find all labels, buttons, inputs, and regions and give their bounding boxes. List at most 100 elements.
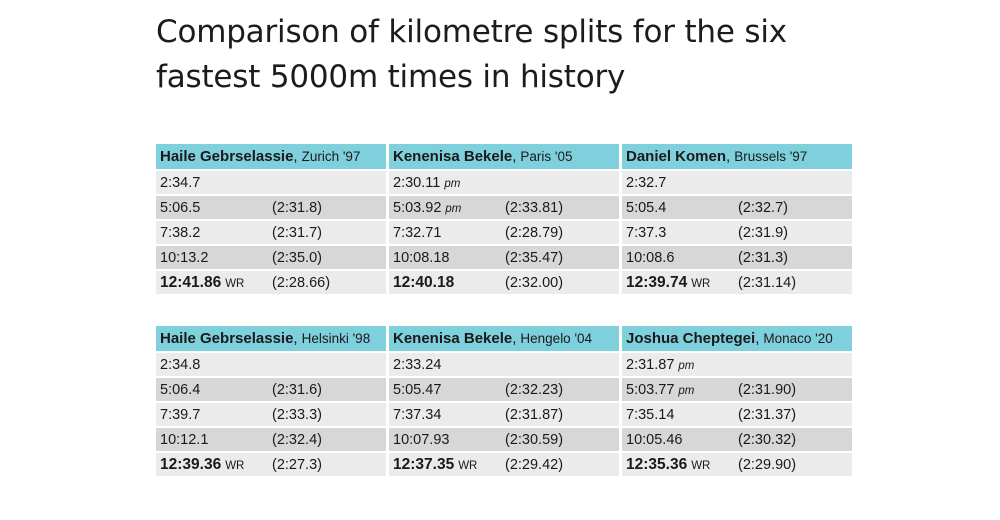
cumulative-time-cell: 2:33.24 (393, 357, 505, 373)
world-record-mark: WR (691, 459, 711, 472)
athlete-header: Haile Gebrselassie, Zurich '97 (156, 144, 386, 169)
split-row: 12:39.36 WR (2:27.3) (156, 453, 386, 476)
km-split: (2:31.8) (272, 199, 322, 216)
pacemaker-mark: pm (678, 384, 695, 397)
athlete-header: Daniel Komen, Brussels '97 (622, 144, 852, 169)
cumulative-time: 5:06.5 (160, 199, 201, 216)
km-split: (2:27.3) (272, 456, 322, 473)
split-row: 2:32.7 (622, 171, 852, 194)
header-separator: , (755, 330, 760, 347)
world-record-mark: WR (691, 277, 711, 290)
cumulative-time-cell: 7:35.14 (626, 407, 738, 423)
split-row: 7:35.14 (2:31.37) (622, 403, 852, 426)
cumulative-time-cell: 2:34.7 (160, 175, 272, 191)
header-separator: , (512, 330, 517, 347)
split-row: 2:30.11 pm (389, 171, 619, 194)
race-label: Zurich '97 (301, 149, 361, 164)
athlete-column: Haile Gebrselassie, Zurich '97 2:34.7 5:06.… (156, 144, 386, 294)
cumulative-time: 5:05.4 (626, 199, 667, 216)
cumulative-time-cell: 2:30.11 pm (393, 175, 505, 191)
split-row: 5:03.92 pm (2:33.81) (389, 196, 619, 219)
cumulative-time: 12:35.36 (626, 455, 688, 473)
cumulative-time-cell: 7:37.3 (626, 225, 738, 241)
split-row: 5:05.4 (2:32.7) (622, 196, 852, 219)
athlete-name: Daniel Komen (626, 148, 727, 165)
cumulative-time-cell: 2:32.7 (626, 175, 738, 191)
cumulative-time: 10:05.46 (626, 431, 683, 448)
cumulative-time: 5:03.77 (626, 381, 675, 398)
race-label: Monaco '20 (763, 331, 833, 346)
cumulative-time-cell: 5:03.77 pm (626, 382, 738, 398)
cumulative-time-cell: 12:37.35 WR (393, 456, 505, 474)
cumulative-time: 12:39.74 (626, 273, 688, 291)
pacemaker-mark: pm (444, 177, 461, 190)
cumulative-time-cell: 12:39.74 WR (626, 274, 738, 292)
world-record-mark: WR (225, 277, 245, 290)
km-split: (2:32.23) (505, 381, 564, 398)
split-row: 12:39.74 WR (2:31.14) (622, 271, 852, 294)
split-row: 10:05.46 (2:30.32) (622, 428, 852, 451)
cumulative-time: 7:38.2 (160, 224, 201, 241)
race-label: Brussels '97 (734, 149, 808, 164)
cumulative-time-cell: 2:34.8 (160, 357, 272, 373)
split-row: 2:33.24 (389, 353, 619, 376)
pacemaker-mark: pm (445, 202, 462, 215)
splits-table-group: Haile Gebrselassie, Helsinki '98 2:34.8 5:0… (156, 326, 854, 476)
athlete-name: Haile Gebrselassie (160, 148, 294, 165)
athlete-name: Haile Gebrselassie (160, 330, 294, 347)
header-separator: , (293, 330, 298, 347)
splits-table-group: Haile Gebrselassie, Zurich '97 2:34.7 5:06.… (156, 144, 854, 294)
cumulative-time: 5:05.47 (393, 381, 442, 398)
cumulative-time: 10:08.18 (393, 249, 450, 266)
cumulative-time-cell: 7:32.71 (393, 225, 505, 241)
km-split: (2:32.4) (272, 431, 322, 448)
cumulative-time-cell: 12:35.36 WR (626, 456, 738, 474)
cumulative-time-cell: 7:39.7 (160, 407, 272, 423)
cumulative-time-cell: 10:08.18 (393, 250, 505, 266)
cumulative-time: 2:32.7 (626, 174, 667, 191)
athlete-header: Kenenisa Bekele, Hengelo '04 (389, 326, 619, 351)
split-row: 12:41.86 WR (2:28.66) (156, 271, 386, 294)
cumulative-time-cell: 12:40.18 (393, 274, 505, 292)
cumulative-time-cell: 5:06.4 (160, 382, 272, 398)
athlete-column: Haile Gebrselassie, Helsinki '98 2:34.8 5:0… (156, 326, 386, 476)
cumulative-time: 10:07.93 (393, 431, 450, 448)
cumulative-time-cell: 5:05.47 (393, 382, 505, 398)
cumulative-time-cell: 5:05.4 (626, 200, 738, 216)
cumulative-time-cell: 5:03.92 pm (393, 200, 505, 216)
km-split: (2:35.47) (505, 249, 564, 266)
km-split: (2:35.0) (272, 249, 322, 266)
split-row: 10:07.93 (2:30.59) (389, 428, 619, 451)
cumulative-time: 5:03.92 (393, 199, 442, 216)
cumulative-time-cell: 7:38.2 (160, 225, 272, 241)
cumulative-time: 2:34.7 (160, 174, 201, 191)
km-split: (2:31.7) (272, 224, 322, 241)
km-split: (2:33.3) (272, 406, 322, 423)
cumulative-time-cell: 10:07.93 (393, 432, 505, 448)
split-row: 2:34.7 (156, 171, 386, 194)
km-split: (2:31.87) (505, 406, 564, 423)
km-split: (2:31.9) (738, 224, 788, 241)
km-split: (2:33.81) (505, 199, 564, 216)
km-split: (2:32.7) (738, 199, 788, 216)
cumulative-time: 10:12.1 (160, 431, 209, 448)
pacemaker-mark: pm (678, 359, 695, 372)
cumulative-time: 5:06.4 (160, 381, 201, 398)
race-label: Hengelo '04 (520, 331, 593, 346)
cumulative-time-cell: 10:08.6 (626, 250, 738, 266)
athlete-name: Kenenisa Bekele (393, 148, 513, 165)
split-row: 10:08.6 (2:31.3) (622, 246, 852, 269)
split-row: 7:37.34 (2:31.87) (389, 403, 619, 426)
split-row: 10:08.18 (2:35.47) (389, 246, 619, 269)
km-split: (2:29.90) (738, 456, 797, 473)
cumulative-time: 7:37.34 (393, 406, 442, 423)
split-row: 10:12.1 (2:32.4) (156, 428, 386, 451)
header-separator: , (726, 148, 731, 165)
km-split: (2:30.59) (505, 431, 564, 448)
split-row: 2:34.8 (156, 353, 386, 376)
split-row: 5:03.77 pm (2:31.90) (622, 378, 852, 401)
cumulative-time-cell: 12:41.86 WR (160, 274, 272, 292)
split-row: 5:05.47 (2:32.23) (389, 378, 619, 401)
km-split: (2:29.42) (505, 456, 564, 473)
km-split: (2:31.3) (738, 249, 788, 266)
